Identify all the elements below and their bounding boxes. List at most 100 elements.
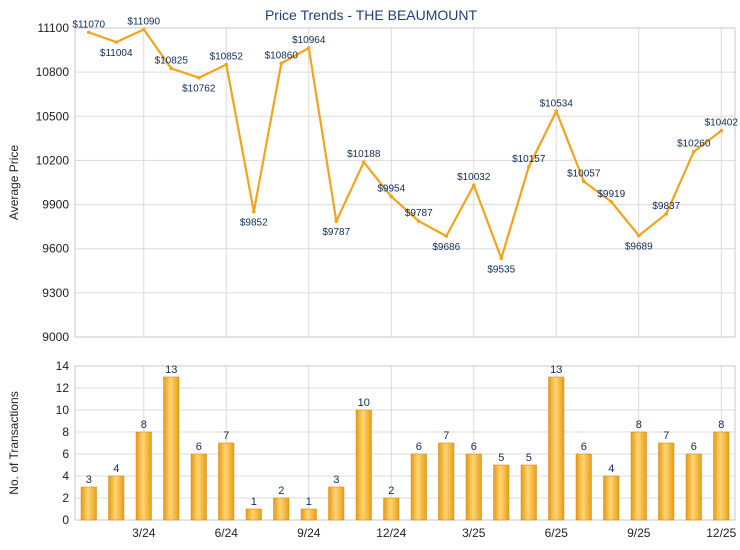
tx-bar-label: 1 [306, 496, 312, 508]
price-ytick-label: 10500 [36, 109, 70, 123]
tx-xtick-label: 3/25 [462, 526, 486, 540]
price-data-label: $10188 [347, 149, 381, 160]
tx-bar [630, 431, 647, 521]
tx-bar-label: 6 [581, 441, 587, 453]
price-panel: 9000 9300 9600 9900 10200 10500 10800 11100 Aver… [7, 16, 738, 344]
price-data-label: $10057 [567, 168, 601, 179]
tx-bar-label: 2 [278, 485, 284, 497]
tx-xtick-label: 9/24 [297, 526, 321, 540]
price-point [444, 234, 449, 238]
tx-xtick-label: 12/24 [376, 526, 406, 540]
tx-y-axis-title: No. of Transactions [7, 391, 21, 494]
price-series-line [88, 28, 722, 260]
price-point [471, 183, 476, 187]
tx-bar-label: 13 [550, 364, 562, 376]
price-point [389, 194, 394, 199]
price-data-label: $9535 [487, 264, 515, 275]
price-data-label: $10860 [265, 50, 299, 61]
tx-bar-label: 7 [663, 430, 669, 442]
price-point [279, 61, 284, 66]
price-data-label: $9689 [625, 242, 653, 253]
tx-bar [383, 497, 400, 521]
tx-bar-label: 6 [691, 441, 697, 453]
price-point [636, 233, 641, 238]
price-point [526, 164, 531, 169]
tx-plot-frame [74, 365, 736, 521]
price-ytick-label: 9600 [42, 242, 69, 256]
price-point [334, 219, 339, 223]
tx-bar [245, 508, 262, 521]
price-point [691, 149, 696, 154]
tx-ytick-label: 10 [56, 403, 70, 417]
tx-bar-label: 8 [718, 419, 724, 431]
tx-bar [713, 431, 730, 521]
price-point [251, 209, 256, 214]
price-data-label: $11070 [72, 19, 105, 30]
tx-bar-label: 5 [498, 452, 504, 464]
tx-bar-label: 6 [416, 441, 422, 453]
price-data-label: $9787 [322, 227, 350, 238]
price-point [499, 256, 504, 261]
tx-ytick-label: 2 [62, 491, 69, 505]
tx-bar [410, 453, 427, 521]
price-data-label: $9954 [377, 184, 405, 195]
price-point [609, 199, 614, 204]
tx-bar-label: 5 [526, 452, 532, 464]
price-y-axis-title: Average Price [7, 145, 21, 220]
price-plot-frame [74, 27, 736, 338]
tx-ytick-label: 12 [56, 381, 70, 395]
tx-bar-label: 8 [636, 419, 642, 431]
tx-bar-label: 8 [141, 419, 147, 431]
tx-bar-label: 6 [196, 441, 202, 453]
tx-bar [355, 409, 372, 521]
tx-bar-label: 3 [333, 474, 339, 486]
price-ytick-label: 9300 [42, 286, 69, 300]
tx-xtick-label: 9/25 [627, 526, 651, 540]
tx-bar [218, 442, 235, 521]
tx-bar [190, 453, 207, 521]
tx-xtick-label: 6/25 [545, 526, 569, 540]
price-point [114, 40, 119, 44]
price-data-label: $10825 [155, 55, 189, 66]
price-data-label: $11004 [100, 48, 133, 59]
tx-bar-label: 10 [358, 397, 370, 409]
price-data-label: $10964 [292, 35, 326, 46]
tx-bar-label: 7 [443, 430, 449, 442]
tx-bar-label: 4 [608, 463, 614, 475]
price-data-label: $11090 [127, 16, 160, 27]
tx-ytick-label: 6 [62, 447, 69, 461]
tx-bar [163, 376, 180, 521]
price-data-label: $9837 [652, 201, 680, 212]
tx-bar [658, 442, 675, 521]
tx-bar [603, 475, 620, 521]
tx-bar [300, 508, 317, 521]
tx-bar-label: 6 [471, 441, 477, 453]
tx-ytick-label: 14 [56, 359, 70, 373]
price-ytick-label: 11100 [37, 21, 69, 35]
price-data-label: $9787 [405, 208, 433, 219]
price-point [224, 62, 229, 67]
tx-bar [80, 486, 97, 521]
tx-ytick-label: 4 [62, 469, 69, 483]
tx-bar [108, 475, 125, 521]
tx-bar [438, 442, 455, 521]
price-data-label: $9852 [240, 218, 268, 229]
tx-xtick-label: 3/24 [132, 526, 156, 540]
price-ytick-label: 9900 [42, 198, 69, 212]
tx-bar-label: 7 [223, 430, 229, 442]
price-point [416, 219, 421, 223]
price-point [719, 128, 724, 133]
tx-xtick-label: 12/25 [706, 526, 736, 540]
tx-bar [520, 464, 537, 521]
tx-bar [273, 497, 290, 521]
tx-bar [575, 453, 592, 521]
price-data-label: $10852 [210, 51, 244, 62]
tx-bar-label: 3 [86, 474, 92, 486]
price-point [361, 160, 366, 164]
chart-title: Price Trends - THE BEAUMOUNT [265, 7, 478, 23]
price-point [141, 27, 146, 32]
price-ytick-label: 9000 [42, 330, 69, 344]
price-point [306, 46, 311, 50]
